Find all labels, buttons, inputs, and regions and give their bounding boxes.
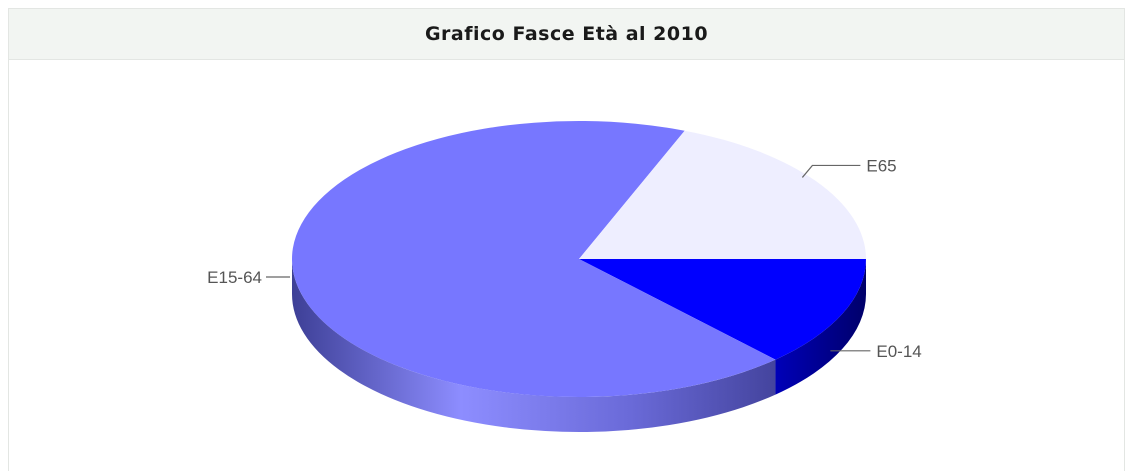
pie-slice-e15-64 (292, 121, 776, 398)
slice-label-e65: E65 (866, 156, 896, 175)
leader-line-e65 (801, 164, 861, 178)
slice-label-e15-64: E15-64 (207, 268, 262, 287)
chart-panel: Grafico Fasce Età al 2010 E0-14 E15-64 E65 (8, 8, 1125, 471)
slice-label-e0-14: E0-14 (876, 342, 921, 361)
pie-slice-e65 (579, 130, 866, 259)
chart-title: Grafico Fasce Età al 2010 (9, 9, 1124, 60)
chart-area: E0-14 E15-64 E65 (9, 60, 1124, 471)
pie-slice-e0-14 (579, 259, 866, 360)
pie-side-e15-64 (292, 259, 776, 432)
pie-side-e0-14 (775, 259, 866, 395)
pie-chart: E0-14 E15-64 E65 (207, 121, 922, 432)
